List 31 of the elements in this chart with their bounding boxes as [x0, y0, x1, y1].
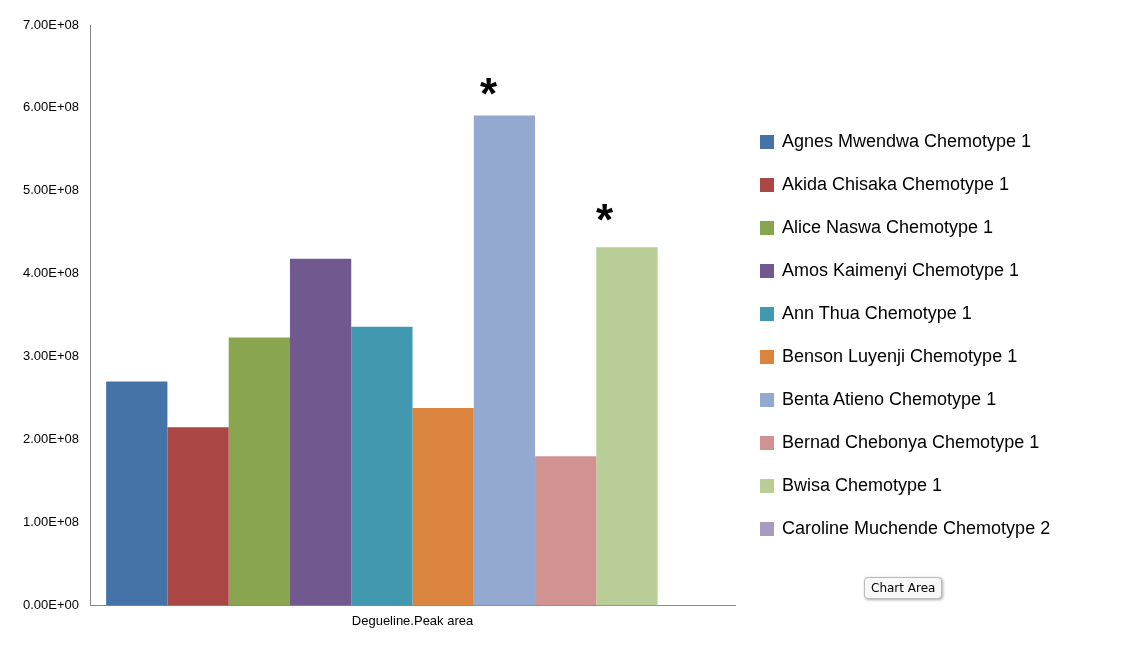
y-tick-label: 6.00E+08	[22, 99, 80, 115]
legend-label: Benta Atieno Chemotype 1	[782, 389, 997, 410]
legend-label: Caroline Muchende Chemotype 2	[782, 518, 1051, 539]
bar	[289, 258, 352, 606]
annotation: *	[596, 195, 614, 244]
legend-label: Agnes Mwendwa Chemotype 1	[782, 131, 1032, 152]
bar	[535, 456, 597, 606]
bar	[596, 247, 658, 606]
text: Chart Area	[864, 577, 943, 599]
bar	[228, 337, 290, 606]
y-tick-label: 3.00E+08	[22, 348, 80, 364]
bar	[106, 381, 168, 606]
bar	[412, 408, 474, 606]
y-tick-label: 0.00E+00	[22, 596, 80, 612]
legend-label: Bwisa Chemotype 1	[782, 475, 943, 496]
x-tick-label: Degueline.Peak area	[351, 612, 474, 628]
bar	[473, 115, 536, 606]
bar	[167, 427, 229, 606]
legend-label: Bernad Chebonya Chemotype 1	[782, 432, 1040, 453]
y-tick-label: 5.00E+08	[22, 182, 80, 198]
annotation: *	[480, 69, 498, 118]
legend-label: Akida Chisaka Chemotype 1	[782, 174, 1010, 195]
y-tick-label: 2.00E+08	[22, 431, 80, 447]
legend-label: Ann Thua Chemotype 1	[782, 303, 972, 324]
y-tick-label: 4.00E+08	[22, 265, 80, 281]
bar	[351, 326, 413, 606]
legend-label: Amos Kaimenyi Chemotype 1	[782, 260, 1020, 281]
legend-label: Benson Luyenji Chemotype 1	[782, 346, 1018, 367]
y-tick-label: 7.00E+08	[22, 16, 80, 32]
legend-label: Alice Naswa Chemotype 1	[782, 217, 994, 238]
y-tick-label: 1.00E+08	[22, 514, 80, 530]
